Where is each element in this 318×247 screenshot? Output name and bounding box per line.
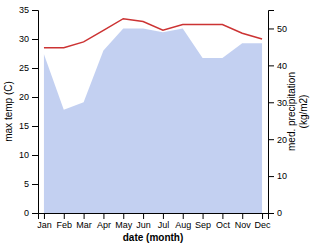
tick-mark (32, 10, 38, 11)
tick: 5 (24, 179, 38, 189)
area (44, 28, 262, 213)
tick: Jul (158, 213, 170, 230)
tick: 35 (19, 5, 38, 15)
tick-label: 0 (24, 208, 29, 218)
tick-label: 15 (19, 121, 29, 131)
tick-mark (262, 213, 263, 219)
line (44, 19, 262, 48)
tick: 20 (268, 135, 287, 145)
tick: Apr (97, 213, 111, 230)
tick-mark (242, 213, 243, 219)
tick-mark (84, 213, 85, 219)
tick: Mar (76, 213, 92, 230)
tick: Feb (57, 213, 73, 230)
y2-axis-title-line: (kg/m2) (298, 95, 309, 129)
tick: 10 (19, 150, 38, 160)
tick-mark (44, 213, 45, 219)
tick-label: Oct (216, 220, 231, 230)
tick: Nov (235, 213, 252, 230)
tick-mark (268, 213, 274, 214)
tick: 30 (19, 34, 38, 44)
tick: Jan (37, 213, 52, 230)
tick-mark (32, 184, 38, 185)
y2-axis-title-line: med. precipitation (286, 72, 297, 151)
tick-mark (32, 213, 38, 214)
plot: Jan FebMar Apr MayJun Jul Aug Sep Oct NovDec 0 5 10… (3, 5, 309, 243)
tick: Dec (255, 213, 272, 230)
tick-mark (123, 213, 124, 219)
tick-label: May (115, 220, 133, 230)
tick: 0 (24, 208, 38, 218)
tick-mark (32, 155, 38, 156)
tick: May (115, 213, 133, 230)
tick: 50 (268, 24, 287, 34)
tick-mark (103, 213, 104, 219)
marks (44, 19, 262, 213)
tick-mark (32, 126, 38, 127)
tick-label: Aug (175, 220, 191, 230)
y2-axis: 0 10 20 30 40 50 (268, 11, 287, 219)
tick: 15 (19, 121, 38, 131)
axis-line (32, 11, 39, 214)
tick-label: Jun (136, 220, 151, 230)
tick-mark (32, 97, 38, 98)
tick-mark (268, 176, 274, 177)
tick-label: 30 (19, 34, 29, 44)
tick-label: Apr (97, 220, 111, 230)
tick-label: 50 (277, 24, 287, 34)
tick-label: Mar (76, 220, 92, 230)
tick: 25 (19, 63, 38, 73)
tick-mark (268, 102, 274, 103)
tick: Aug (175, 213, 191, 230)
tick-mark (32, 39, 38, 40)
tick-label: 5 (24, 179, 29, 189)
y-axis: 0 5 10 15 20 25 30 35 (19, 5, 39, 218)
tick-label: Jul (158, 220, 170, 230)
axis-line (269, 11, 275, 214)
tick: Oct (216, 213, 231, 230)
chart: Jan FebMar Apr MayJun Jul Aug Sep Oct NovDec 0 5 10… (0, 0, 318, 247)
tick-mark (183, 213, 184, 219)
tick-label: 25 (19, 63, 29, 73)
tick: 30 (268, 98, 287, 108)
tick: 0 (268, 208, 282, 218)
tick-mark (268, 139, 274, 140)
tick-mark (268, 28, 274, 29)
tick-label: 35 (19, 5, 29, 15)
axis-line (39, 214, 269, 220)
y-axis-title: max temp (C) (3, 81, 14, 142)
tick-mark (222, 213, 223, 219)
tick-label: Nov (235, 220, 252, 230)
tick-mark (32, 68, 38, 69)
tick: 40 (268, 61, 287, 71)
tick-label: 40 (277, 61, 287, 71)
tick-mark (268, 65, 274, 66)
tick-mark (64, 213, 65, 219)
tick-label: 10 (277, 171, 287, 181)
tick-mark (163, 213, 164, 219)
tick-label: 10 (19, 150, 29, 160)
tick: Sep (195, 213, 211, 230)
tick-label: Dec (255, 220, 272, 230)
tick-label: 20 (19, 92, 29, 102)
y2-axis-title: med. precipitation(kg/m2) (286, 72, 309, 151)
tick-label: Feb (57, 220, 73, 230)
tick-mark (143, 213, 144, 219)
tick: Jun (136, 213, 151, 230)
tick: 20 (19, 92, 38, 102)
tick-label: Sep (195, 220, 211, 230)
tick-label: 0 (277, 208, 282, 218)
x-axis: Jan FebMar Apr MayJun Jul Aug Sep Oct NovDec (37, 213, 271, 230)
tick-mark (203, 213, 204, 219)
x-axis-title: date (month) (123, 232, 184, 243)
tick-label: Jan (37, 220, 52, 230)
tick: 10 (268, 171, 287, 181)
